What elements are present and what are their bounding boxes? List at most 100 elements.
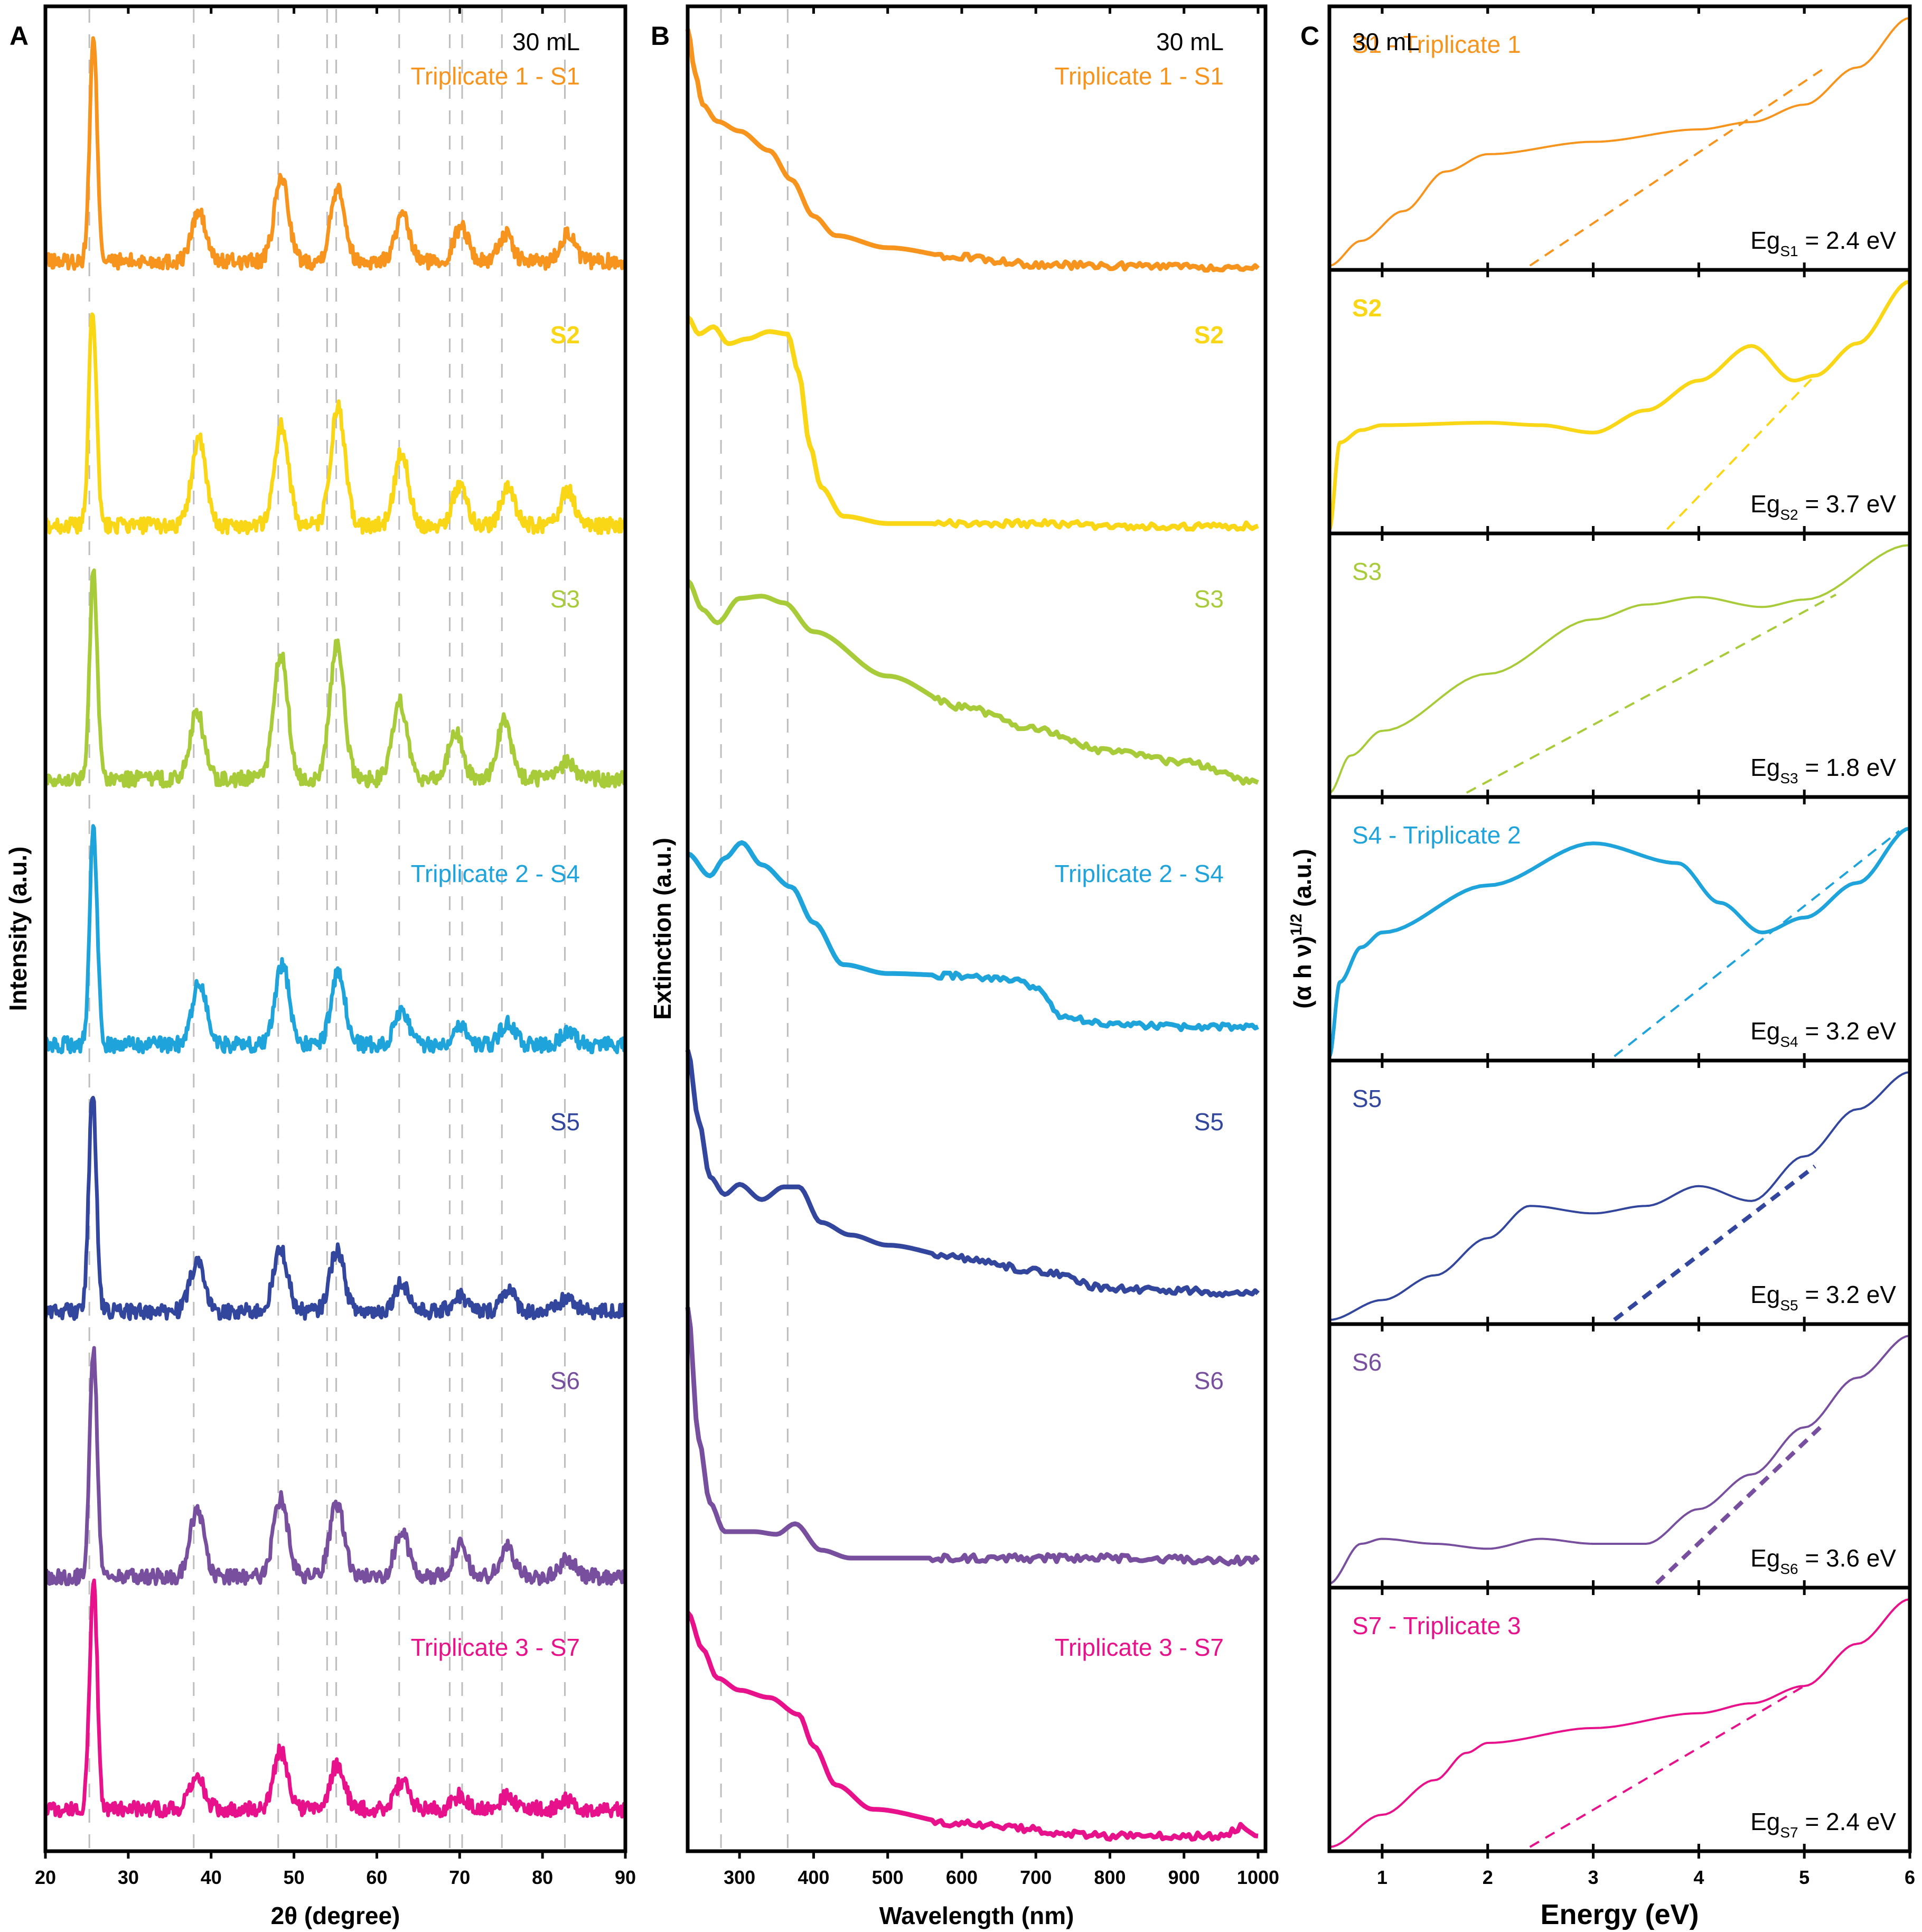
series-label-S5: S5 bbox=[1352, 1085, 1382, 1112]
x-tick-label: 500 bbox=[872, 1867, 904, 1888]
xrd-line-S7 bbox=[43, 1578, 627, 1819]
band-gap-label-eg: Eg bbox=[1750, 1544, 1780, 1572]
subplot-frame bbox=[1327, 1586, 1912, 1853]
tangent-line-S6 bbox=[1655, 1421, 1827, 1585]
tangent-line-S1 bbox=[1529, 67, 1826, 267]
band-gap-label-subscript: S3 bbox=[1780, 770, 1798, 786]
band-gap-label-S7: EgS7 = 2.4 eV bbox=[1750, 1808, 1896, 1841]
band-gap-label-eg: Eg bbox=[1750, 227, 1780, 254]
x-tick-label: 60 bbox=[366, 1867, 387, 1888]
band-gap-label-subscript: S6 bbox=[1780, 1561, 1798, 1577]
y-axis-label-base: (α h ν) bbox=[1289, 936, 1316, 1009]
band-gap-label-eg: Eg bbox=[1750, 1281, 1780, 1308]
band-gap-label-value: = 3.2 eV bbox=[1798, 1281, 1897, 1308]
band-gap-label-S5: EgS5 = 3.2 eV bbox=[1750, 1281, 1896, 1314]
y-axis-label: Intensity (a.u.) bbox=[4, 847, 32, 1011]
extinction-line-S7 bbox=[686, 1611, 1259, 1842]
series-label-S1: Triplicate 1 - S1 bbox=[1055, 62, 1224, 90]
series-label-S7: S7 - Triplicate 3 bbox=[1352, 1612, 1521, 1639]
band-gap-label-eg: Eg bbox=[1750, 1808, 1780, 1835]
x-tick-label: 900 bbox=[1168, 1867, 1200, 1888]
series-label-S7: Triplicate 3 - S7 bbox=[1055, 1634, 1224, 1661]
extinction-line-S6 bbox=[685, 1307, 1260, 1567]
panel-letter-A: A bbox=[10, 21, 29, 51]
x-tick-label: 600 bbox=[946, 1867, 978, 1888]
series-label-S4: Triplicate 2 - S4 bbox=[411, 860, 580, 887]
band-gap-label-S2: EgS2 = 3.7 eV bbox=[1750, 490, 1896, 523]
tauc-line-S4 bbox=[1328, 827, 1910, 1057]
series-label-S2: S2 bbox=[550, 321, 580, 349]
tangent-line-S5 bbox=[1613, 1165, 1816, 1322]
extinction-line-S3 bbox=[686, 579, 1259, 786]
band-gap-label-value: = 2.4 eV bbox=[1798, 227, 1897, 254]
x-axis-label: 2θ (degree) bbox=[271, 1902, 400, 1929]
series-label-S3: S3 bbox=[1194, 585, 1224, 613]
y-axis-label: (α h ν)1/2 (a.u.) bbox=[1288, 849, 1316, 1009]
xrd-line-S5 bbox=[43, 1095, 627, 1321]
panel-C: C 1 2 3 4 5 6 Energy (eV) (α h ν)1/2 (a.u.) S1 - … bbox=[1288, 4, 1915, 1930]
tauc-line-S7 bbox=[1329, 1598, 1910, 1848]
volume-label: 30 mL bbox=[512, 28, 580, 55]
band-gap-label-subscript: S2 bbox=[1780, 507, 1798, 523]
plot-frame bbox=[43, 4, 627, 1853]
x-tick-label: 80 bbox=[532, 1867, 553, 1888]
series-label-S3: S3 bbox=[1352, 558, 1382, 585]
band-gap-label-value: = 3.6 eV bbox=[1798, 1544, 1897, 1572]
xrd-line-S6 bbox=[44, 1346, 627, 1587]
band-gap-label-eg: Eg bbox=[1750, 754, 1780, 781]
x-tick-label: 40 bbox=[201, 1867, 222, 1888]
series-label-S6: S6 bbox=[1194, 1367, 1224, 1394]
band-gap-label-eg: Eg bbox=[1750, 1017, 1780, 1045]
volume-label: 30 mL bbox=[1156, 28, 1224, 55]
x-tick-label: 800 bbox=[1094, 1867, 1126, 1888]
series-label-S2: S2 bbox=[1194, 321, 1224, 349]
x-tick-label: 90 bbox=[615, 1867, 636, 1888]
x-tick-label: 70 bbox=[449, 1867, 470, 1888]
tauc-line-S6 bbox=[1329, 1335, 1910, 1584]
series-label-S2: S2 bbox=[1352, 294, 1382, 322]
subplot-S4: S4 - Triplicate 2 EgS4 = 3.2 eV bbox=[1327, 795, 1912, 1063]
x-tick-label: 1 bbox=[1377, 1867, 1387, 1888]
volume-label: 30 mL bbox=[1352, 28, 1420, 55]
tangent-line-S4 bbox=[1614, 830, 1900, 1057]
series-label-S5: S5 bbox=[1194, 1108, 1224, 1136]
x-tick-label: 50 bbox=[284, 1867, 305, 1888]
tauc-line-S1 bbox=[1329, 17, 1910, 267]
subplot-S7: S7 - Triplicate 3 EgS7 = 2.4 eV bbox=[1327, 1586, 1912, 1853]
series-label-S1: Triplicate 1 - S1 bbox=[411, 62, 580, 90]
tauc-line-S3 bbox=[1329, 544, 1910, 794]
series-label-S4: S4 - Triplicate 2 bbox=[1352, 821, 1521, 849]
extinction-line-S1 bbox=[685, 29, 1260, 273]
series-label-S6: S6 bbox=[550, 1367, 580, 1394]
x-tick-label: 30 bbox=[118, 1867, 139, 1888]
x-tick-label: 4 bbox=[1693, 1867, 1704, 1888]
x-tick-label: 5 bbox=[1799, 1867, 1810, 1888]
panel-A: A 20 30 40 50 60 70 80 90 2θ (degree) Intensity (a… bbox=[4, 4, 636, 1929]
series-label-S6: S6 bbox=[1352, 1348, 1382, 1376]
band-gap-label-S3: EgS3 = 1.8 eV bbox=[1750, 754, 1896, 786]
series-label-S7: Triplicate 3 - S7 bbox=[411, 1634, 580, 1661]
y-axis-label-exponent: 1/2 bbox=[1288, 914, 1305, 936]
x-axis-label: Energy (eV) bbox=[1540, 1899, 1699, 1930]
series-label-S3: S3 bbox=[550, 585, 580, 613]
band-gap-label-S4: EgS4 = 3.2 eV bbox=[1750, 1017, 1896, 1050]
panel-letter-B: B bbox=[651, 21, 670, 51]
x-tick-label: 1000 bbox=[1237, 1867, 1279, 1888]
band-gap-label-subscript: S5 bbox=[1780, 1297, 1798, 1314]
x-tick-label: 700 bbox=[1020, 1867, 1052, 1888]
band-gap-label-subscript: S1 bbox=[1780, 243, 1798, 259]
xrd-line-S4 bbox=[43, 824, 627, 1055]
band-gap-label-S6: EgS6 = 3.6 eV bbox=[1750, 1544, 1896, 1577]
y-axis-label: Extinction (a.u.) bbox=[649, 838, 676, 1020]
band-gap-label-subscript: S7 bbox=[1780, 1824, 1798, 1841]
extinction-line-S5 bbox=[685, 1049, 1260, 1298]
x-tick-label: 2 bbox=[1483, 1867, 1493, 1888]
xrd-line-S3 bbox=[44, 568, 627, 789]
tangent-line-S3 bbox=[1466, 594, 1837, 794]
xrd-line-S2 bbox=[43, 312, 627, 536]
tauc-line-S5 bbox=[1329, 1071, 1910, 1321]
